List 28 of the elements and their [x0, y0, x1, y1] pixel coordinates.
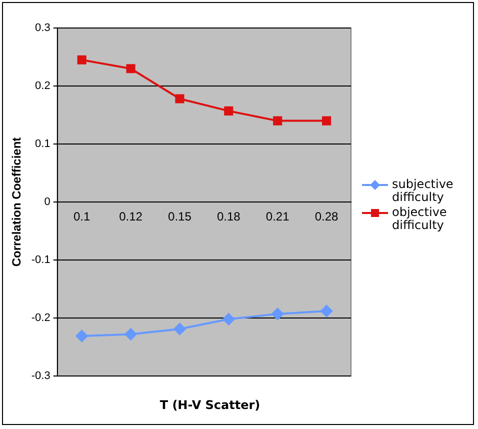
point — [320, 305, 333, 318]
x-axis-title: T (H-V Scatter) — [158, 398, 262, 412]
y-tick-label: 0 — [44, 196, 50, 208]
y-tick-label: -0.3 — [31, 370, 50, 382]
point — [126, 64, 136, 74]
x-tick-label: 0.18 — [216, 210, 241, 224]
x-tick-label: 0.1 — [73, 210, 90, 224]
point — [322, 116, 332, 126]
x-tick-label: 0.21 — [266, 210, 290, 224]
point — [174, 323, 186, 336]
point — [76, 330, 88, 342]
point — [222, 313, 235, 326]
y-tick-label: 0.2 — [35, 80, 50, 92]
y-tick-label: 0.1 — [35, 138, 50, 150]
point — [124, 328, 137, 340]
y-axis-title: Correlation Coefficient — [10, 137, 24, 267]
y-tick-label: -0.2 — [31, 312, 50, 324]
y-tick-label: 0.3 — [35, 22, 50, 34]
point — [273, 116, 282, 126]
legend-label: objective difficulty — [392, 205, 448, 232]
point — [77, 55, 86, 64]
x-tick-label: 0.12 — [119, 210, 143, 224]
y-tick-label: -0.1 — [31, 254, 50, 266]
x-tick-label: 0.28 — [314, 210, 339, 224]
point — [224, 106, 234, 116]
point — [272, 308, 284, 320]
point — [175, 94, 184, 104]
x-tick-label: 0.15 — [168, 210, 192, 224]
